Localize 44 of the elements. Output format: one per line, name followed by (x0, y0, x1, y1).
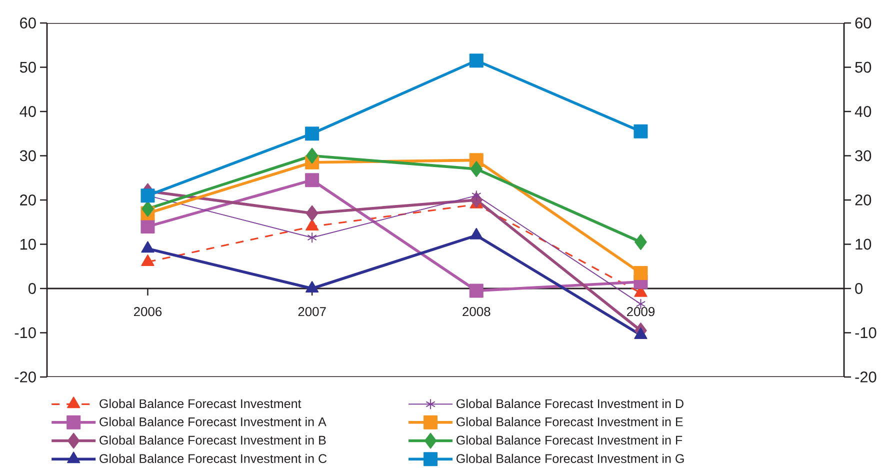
legend-label: Global Balance Forecast Investment in B (100, 435, 326, 444)
y-tick-label: 10 (20, 238, 36, 250)
y2-tick-label: -10 (855, 327, 876, 338)
y-tick-label: 50 (20, 62, 36, 73)
legend-label: Global Balance Forecast Investment in C (100, 454, 327, 463)
point (142, 200, 154, 217)
point (470, 160, 483, 177)
point (305, 126, 320, 140)
x-tick-label: 2007 (298, 306, 326, 316)
y-tick-label: 60 (20, 17, 36, 28)
legend-label: Global Balance Forecast Investment in F (456, 435, 682, 444)
legend-label: Global Balance Forecast Investment in D (456, 398, 684, 408)
point (469, 284, 484, 298)
point (306, 148, 318, 164)
point (634, 234, 647, 250)
point (306, 205, 318, 222)
x-tick-label: 2006 (134, 306, 162, 316)
legend-label: Global Balance Forecast Investment in E (456, 416, 683, 426)
y2-tick-label: 40 (854, 106, 872, 117)
legend-label: Global Balance Forecast Investment in G (456, 454, 684, 463)
point (469, 53, 484, 68)
x-tick-label: 2008 (462, 306, 490, 316)
y2-tick-label: 0 (855, 282, 863, 294)
y2-tick-label: -20 (855, 371, 876, 382)
y-tick-label: 30 (20, 150, 36, 162)
legend-label: Global Balance Forecast Investment (100, 398, 302, 408)
point (140, 219, 155, 234)
y-tick-label: 0 (28, 282, 36, 294)
y2-tick-label: 50 (855, 62, 872, 73)
y2-tick-label: 30 (855, 150, 872, 162)
point (305, 172, 320, 187)
y-tick-label: -10 (14, 327, 36, 338)
y-tick-label: -20 (14, 371, 36, 382)
y2-tick-label: 60 (855, 17, 872, 28)
legend-label: Global Balance Forecast Investment in A (100, 416, 326, 426)
point (634, 266, 648, 280)
y2-tick-label: 20 (855, 194, 872, 206)
point (307, 232, 317, 243)
point (634, 124, 648, 138)
y2-tick-label: 10 (856, 238, 872, 250)
x-tick-label: 2009 (626, 306, 655, 316)
y-tick-label: 20 (20, 194, 36, 206)
y-tick-label: 40 (20, 106, 36, 117)
point (472, 190, 482, 201)
